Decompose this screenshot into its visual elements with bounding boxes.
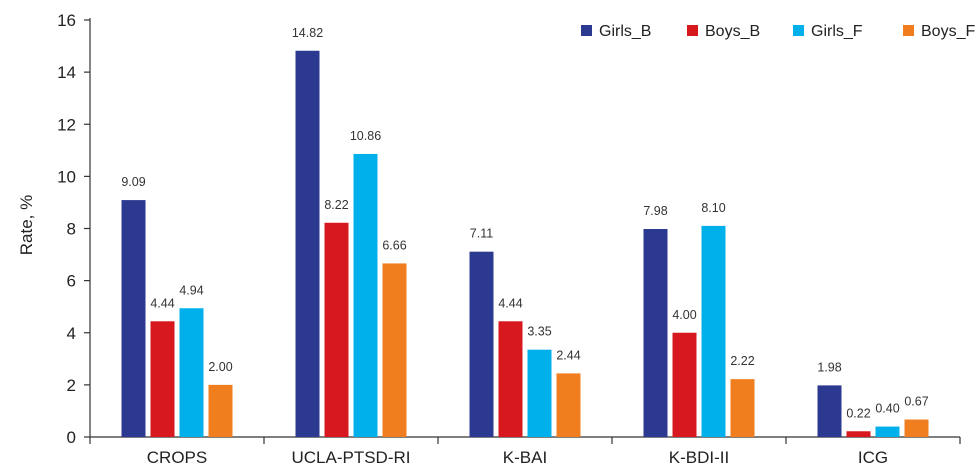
data-label: 6.66 — [382, 238, 406, 252]
bar-boys-b — [150, 321, 175, 437]
bar-boys-b — [324, 222, 349, 437]
data-labels: 9.09 4.44 4.94 2.00 14.82 8.22 10.86 6.66 7.11 4.… — [121, 26, 928, 421]
bar-girls-f — [527, 349, 552, 437]
y-tick-label: 0 — [67, 428, 76, 447]
axes: 0 2 4 6 8 10 12 14 16 CROPS UCLA-PTSD-RI K-BAI K-BDI… — [57, 11, 961, 467]
bar-girls-b — [295, 50, 320, 437]
y-tick-label: 12 — [57, 115, 76, 134]
y-tick-label: 14 — [57, 63, 76, 82]
bar-girls-b — [643, 229, 668, 437]
data-label: 4.00 — [672, 308, 696, 322]
bar-girls-b — [469, 251, 494, 437]
bar-girls-f — [353, 153, 378, 437]
bar-girls-f — [875, 426, 900, 437]
bars — [121, 50, 929, 437]
bar-boys-f — [382, 263, 407, 437]
data-label: 4.44 — [150, 296, 174, 310]
x-tick-label: ICG — [858, 448, 888, 467]
data-label: 9.09 — [121, 175, 145, 189]
y-tick-label: 8 — [67, 220, 76, 239]
legend-item-girls-f: Girls_F — [793, 23, 863, 40]
y-tick-label: 4 — [67, 324, 76, 343]
bar-boys-b — [846, 431, 871, 437]
legend-label: Girls_B — [599, 23, 651, 40]
legend: Girls_B Boys_B Girls_F Boys_F — [581, 23, 975, 40]
data-label: 0.22 — [846, 406, 870, 420]
legend-swatch — [581, 25, 592, 36]
data-label: 4.94 — [179, 283, 203, 297]
x-tick-label: K-BDI-II — [669, 448, 729, 467]
bar-boys-f — [730, 379, 755, 437]
data-label: 8.10 — [701, 201, 725, 215]
bar-boys-f — [208, 384, 233, 437]
legend-label: Girls_F — [811, 23, 863, 40]
data-label: 7.11 — [470, 227, 493, 241]
data-label: 2.00 — [208, 360, 232, 374]
legend-label: Boys_B — [705, 23, 760, 40]
bar-girls-f — [179, 308, 204, 437]
y-tick-label: 2 — [67, 376, 76, 395]
data-label: 8.22 — [324, 198, 348, 212]
legend-item-girls-b: Girls_B — [581, 23, 651, 40]
x-tick-label: CROPS — [147, 448, 207, 467]
bar-girls-b — [817, 385, 842, 437]
x-tick-label: K-BAI — [503, 448, 547, 467]
y-tick-label: 10 — [57, 167, 76, 186]
data-label: 0.40 — [875, 402, 899, 416]
data-label: 4.44 — [498, 296, 522, 310]
y-tick-label: 16 — [57, 11, 76, 30]
legend-swatch — [903, 25, 914, 36]
data-label: 3.35 — [527, 325, 551, 339]
data-label: 14.82 — [292, 26, 323, 40]
data-label: 2.22 — [730, 354, 754, 368]
legend-item-boys-f: Boys_F — [903, 23, 975, 40]
legend-item-boys-b: Boys_B — [687, 23, 760, 40]
data-label: 1.98 — [817, 360, 841, 374]
x-tick-label: UCLA-PTSD-RI — [291, 448, 410, 467]
bar-boys-f — [904, 419, 929, 437]
legend-swatch — [687, 25, 698, 36]
legend-label: Boys_F — [921, 23, 975, 40]
bar-boys-f — [556, 373, 581, 437]
bar-girls-f — [701, 225, 726, 437]
y-axis-title: Rate, % — [17, 195, 36, 255]
data-label: 0.67 — [904, 395, 928, 409]
legend-swatch — [793, 25, 804, 36]
data-label: 2.44 — [556, 348, 580, 362]
data-label: 10.86 — [350, 129, 381, 143]
y-tick-label: 6 — [67, 272, 76, 291]
bar-boys-b — [672, 332, 697, 437]
bar-girls-b — [121, 200, 146, 437]
bar-boys-b — [498, 321, 523, 437]
data-label: 7.98 — [643, 204, 667, 218]
